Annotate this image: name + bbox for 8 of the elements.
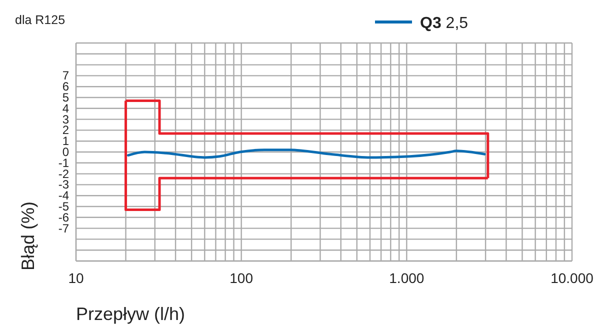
x-tick-label: 10.000 bbox=[550, 270, 594, 286]
x-tick-label: 10 bbox=[68, 270, 84, 286]
text: dla R125 bbox=[15, 13, 66, 27]
y-axis-title: Błąd (%) bbox=[18, 201, 38, 271]
x-tick-label: 100 bbox=[230, 270, 254, 286]
legend-label: Q3 2,5 bbox=[420, 15, 468, 32]
x-axis-title: Przepływ (l/h) bbox=[76, 304, 186, 324]
x-tick-label: 1.000 bbox=[389, 270, 424, 286]
